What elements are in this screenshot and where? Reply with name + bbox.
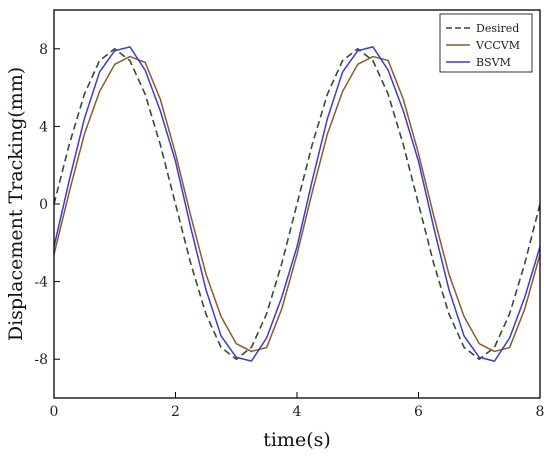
y-tick-label: 0 — [39, 197, 48, 213]
series-line-vccvm — [53, 55, 541, 353]
y-tick-label: 8 — [39, 42, 48, 58]
x-tick-label: 4 — [293, 404, 302, 420]
y-axis-title: Displacement Tracking(mm) — [5, 67, 27, 341]
legend-label-desired: Desired — [476, 22, 519, 35]
series-line-desired — [53, 48, 541, 360]
legend-label-vccvm: VCCVM — [475, 39, 520, 52]
series-line-bsvm — [53, 46, 541, 362]
series-layer — [53, 46, 541, 362]
x-tick-label: 0 — [50, 404, 59, 420]
x-tick-label: 8 — [536, 404, 545, 420]
legend-label-bsvm: BSVM — [476, 56, 511, 69]
x-tick-label: 6 — [414, 404, 423, 420]
legend: Desired VCCVM BSVM — [439, 13, 533, 73]
ticks-layer: 0 2 4 6 8 8 4 0 -4 -8 — [34, 42, 544, 420]
y-tick-label: -4 — [34, 275, 48, 291]
y-tick-label: -8 — [34, 352, 48, 368]
y-tick-label: 4 — [39, 119, 48, 135]
x-axis-title: time(s) — [263, 429, 331, 451]
x-tick-label: 2 — [171, 404, 180, 420]
